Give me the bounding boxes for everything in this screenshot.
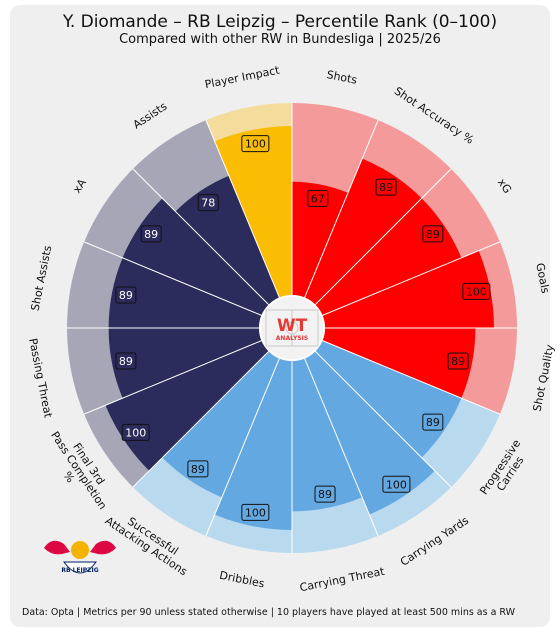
separator-carrying-threat [304, 358, 379, 537]
value-label-dribbles: 100 [241, 503, 270, 521]
value-label-shot-accuracy: 89 [375, 178, 397, 196]
separator-assists [132, 168, 270, 306]
value-label-shot-quality: 89 [447, 352, 469, 370]
label-dribbles: Dribbles [218, 569, 265, 591]
rb-leipzig-logo-text: RB LEIPZIG [61, 567, 98, 574]
svg-text:100: 100 [245, 138, 266, 151]
wedge-bar-player-impact [214, 126, 292, 298]
value-label-assists: 78 [197, 194, 219, 212]
separator-shot-accuracy [304, 119, 379, 298]
value-label-shot-assists: 89 [115, 286, 137, 304]
svg-text:100: 100 [245, 506, 266, 519]
label-carrying-yards: Carrying Yards [398, 514, 471, 569]
separator-xa [83, 241, 262, 316]
label-shots: Shots [326, 68, 359, 87]
separator-xg [314, 168, 452, 306]
svg-text:89: 89 [426, 416, 440, 429]
center-logo-wt: WT [277, 316, 308, 336]
footer-note: Data: Opta | Metrics per 90 unless state… [22, 607, 516, 618]
svg-text:100: 100 [386, 478, 407, 491]
separator-successful-attacking-actions [205, 358, 280, 537]
separator-carrying-yards [314, 350, 452, 488]
wedge-bar-carrying-threat [292, 358, 363, 512]
svg-text:89: 89 [191, 463, 205, 476]
svg-text:89: 89 [426, 228, 440, 241]
value-label-xg: 89 [422, 225, 444, 243]
rb-leipzig-logo: RB LEIPZIG [44, 540, 116, 574]
svg-text:78: 78 [201, 197, 215, 210]
svg-text:89: 89 [318, 488, 332, 501]
value-label-successful-attacking-actions: 89 [187, 460, 209, 478]
wedge-bar-passing-threat [108, 328, 262, 399]
value-label-xa: 89 [140, 225, 162, 243]
svg-text:89: 89 [119, 289, 133, 302]
value-label-passing-threat: 89 [115, 352, 137, 370]
label-goals: Goals [533, 262, 552, 295]
svg-text:100: 100 [466, 285, 487, 298]
label-shot-quality: Shot Quality [531, 343, 557, 413]
wedge-separators [67, 103, 517, 553]
label-passing-threat: Passing Threat [26, 337, 55, 419]
center-logo: WT ANALYSIS [259, 295, 325, 361]
value-label-goals: 100 [462, 282, 491, 300]
chart-subtitle: Compared with other RW in Bundesliga | 2… [119, 32, 441, 47]
separator-final-3rd-pass-completion [132, 350, 270, 488]
label-progressive-carries: ProgressiveCarries [477, 437, 533, 504]
label-player-impact: Player Impact [204, 64, 282, 92]
svg-text:89: 89 [379, 181, 393, 194]
value-label-shots: 67 [307, 189, 329, 207]
value-label-final-3rd-pass-completion: 100 [121, 423, 150, 441]
svg-text:100: 100 [125, 426, 146, 439]
wedge-bar-goals [322, 250, 494, 328]
wedge-bar-dribbles [214, 358, 292, 530]
separator-goals [322, 241, 501, 316]
wedge-bar-carrying-yards [304, 351, 435, 515]
separator-player-impact [205, 119, 280, 298]
value-label-carrying-threat: 89 [314, 485, 336, 503]
chart-title: Y. Diomande – RB Leipzig – Percentile Ra… [62, 12, 498, 32]
label-xa: xA [70, 176, 89, 195]
wedge-bar-shots [292, 181, 348, 298]
wedge-bar-shot-quality [322, 328, 476, 399]
center-logo-analysis: ANALYSIS [276, 335, 308, 342]
svg-text:89: 89 [144, 228, 158, 241]
label-shot-assists: Shot Assists [29, 244, 55, 312]
svg-text:89: 89 [119, 355, 133, 368]
value-label-progressive-carries: 89 [422, 413, 444, 431]
wedge-bar-shot-assists [108, 257, 262, 328]
svg-text:67: 67 [311, 192, 325, 205]
label-assists: Assists [131, 100, 170, 132]
svg-text:89: 89 [451, 355, 465, 368]
value-labels: 67 89 89 100 89 89 100 89 100 89 100 89 89 89 78 100 [115, 135, 491, 521]
label-xg: xG [495, 176, 514, 196]
value-label-player-impact: 100 [241, 135, 270, 153]
separator-passing-threat [83, 340, 262, 415]
separator-progressive-carries [322, 340, 501, 415]
label-carrying-threat: Carrying Threat [299, 565, 387, 595]
value-label-carrying-yards: 100 [382, 475, 411, 493]
